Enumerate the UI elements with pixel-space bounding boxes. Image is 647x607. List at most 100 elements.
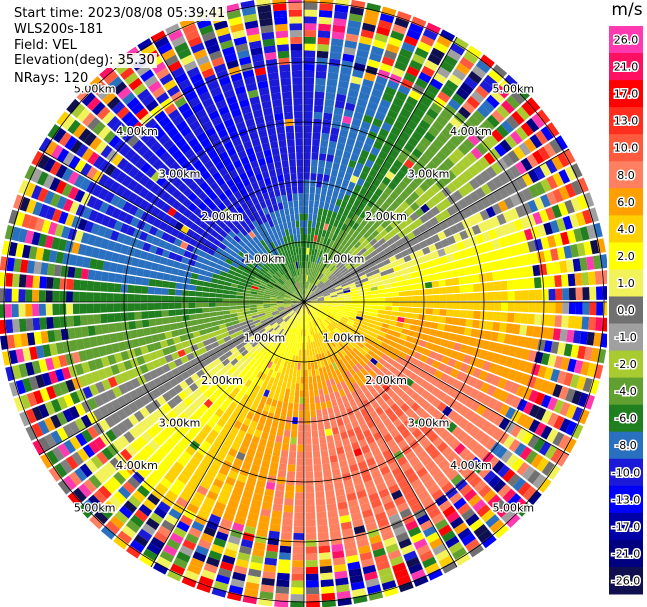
range-gate — [354, 396, 362, 405]
range-gate — [325, 195, 332, 204]
range-gate — [295, 321, 299, 329]
range-gate — [475, 391, 486, 403]
range-gate — [265, 312, 273, 317]
range-gate — [344, 144, 354, 153]
range-gate — [367, 152, 377, 163]
range-gate — [32, 289, 40, 302]
range-gate — [133, 398, 145, 410]
range-gate — [266, 316, 274, 321]
range-gate — [270, 266, 277, 274]
range-gate — [517, 336, 526, 347]
range-gate — [252, 368, 260, 377]
range-gate — [504, 393, 516, 406]
range-gate — [5, 319, 14, 334]
range-gate — [305, 315, 308, 323]
range-gate — [311, 369, 316, 377]
range-gate — [305, 492, 315, 500]
range-gate — [510, 130, 523, 145]
range-gate — [227, 203, 236, 213]
range-gate — [360, 376, 369, 385]
range-gate — [387, 181, 398, 191]
range-gate — [284, 305, 292, 309]
range-gate — [146, 343, 156, 353]
range-gate — [164, 354, 174, 363]
range-gate — [343, 310, 351, 314]
range-gate — [160, 97, 173, 110]
range-gate — [369, 52, 382, 63]
range-gate — [403, 255, 412, 263]
range-gate — [419, 289, 427, 296]
ppi-scope: 1.00km2.00km3.00km4.00km5.00km1.00km2.00… — [0, 0, 607, 607]
range-gate — [308, 206, 314, 214]
range-gate — [397, 456, 408, 467]
range-gate — [73, 315, 81, 327]
range-gate — [304, 132, 312, 139]
range-gate — [317, 316, 324, 323]
range-gate — [442, 505, 456, 518]
range-gate — [359, 551, 373, 561]
range-gate — [53, 127, 67, 143]
range-gate — [420, 192, 431, 203]
range-gate — [316, 292, 323, 297]
range-gate — [189, 120, 201, 131]
range-gate — [377, 313, 385, 319]
range-gate — [290, 298, 298, 301]
range-gate — [463, 327, 472, 337]
range-gate — [167, 126, 179, 139]
range-gate — [533, 377, 544, 391]
range-gate — [393, 331, 401, 338]
range-gate — [183, 509, 196, 521]
range-gate — [173, 526, 187, 539]
range-gate — [179, 423, 191, 434]
range-gate — [43, 174, 55, 189]
range-gate — [472, 128, 485, 142]
range-gate — [302, 308, 304, 316]
range-gate — [570, 244, 579, 258]
range-gate — [239, 545, 252, 555]
range-gate — [586, 224, 597, 240]
range-gate — [35, 374, 46, 389]
range-gate — [537, 365, 547, 378]
range-gate — [367, 246, 376, 254]
range-gate — [307, 290, 312, 297]
range-gate — [251, 435, 260, 445]
range-gate — [156, 272, 165, 280]
range-gate — [203, 216, 213, 225]
range-gate — [337, 170, 346, 179]
range-gate — [61, 226, 71, 239]
range-gate — [113, 471, 127, 485]
range-gate — [105, 520, 120, 535]
range-gate — [126, 225, 136, 237]
range-gate — [256, 241, 264, 250]
range-gate — [348, 219, 356, 228]
range-gate — [485, 133, 499, 147]
range-gate — [500, 291, 508, 301]
range-gate — [66, 291, 73, 302]
range-gate — [284, 295, 291, 299]
range-gate — [487, 494, 502, 508]
range-gate — [304, 281, 306, 289]
range-gate — [105, 389, 117, 401]
range-gate — [489, 519, 505, 534]
range-gate — [293, 533, 304, 540]
range-gate — [383, 586, 399, 597]
range-gate — [337, 324, 344, 330]
range-gate — [533, 438, 546, 453]
range-gate — [222, 379, 232, 388]
range-gate — [403, 279, 412, 286]
range-gate — [218, 384, 227, 393]
range-gate — [259, 316, 267, 322]
range-gate — [302, 336, 304, 343]
range-gate — [319, 346, 324, 354]
range-gate — [130, 514, 145, 528]
range-gate — [123, 431, 135, 444]
range-gate — [388, 513, 401, 524]
range-gate — [400, 211, 410, 220]
range-gate — [349, 574, 364, 584]
range-gate — [446, 182, 458, 193]
range-gate — [527, 277, 535, 289]
range-gate — [398, 180, 408, 191]
range-gate — [345, 370, 353, 379]
range-gate — [266, 544, 279, 553]
range-gate — [343, 172, 352, 181]
